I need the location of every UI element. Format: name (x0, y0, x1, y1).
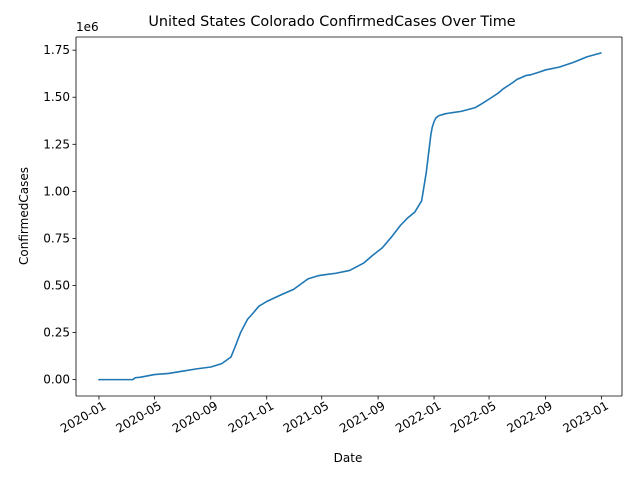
x-tick-label: 2022-05 (448, 398, 498, 435)
y-axis-label: ConfirmedCases (17, 167, 31, 265)
series-line-0 (98, 52, 602, 381)
x-tick-label: 2021-05 (281, 398, 331, 435)
x-tick-label: 2021-01 (226, 398, 276, 435)
y-tick-label: 1.00 (43, 184, 70, 198)
y-tick-label: 1.50 (43, 90, 70, 104)
y-tick-label: 0.00 (43, 373, 70, 387)
x-tick-label: 2023-01 (560, 398, 610, 435)
y-tick-label: 0.25 (43, 326, 70, 340)
x-axis-label: Date (334, 451, 363, 465)
y-tick-label: 0.75 (43, 231, 70, 245)
y-tick-label: 1.75 (43, 43, 70, 57)
y-tick-label: 1.25 (43, 137, 70, 151)
x-axis: 2020-01 2020-05 2020-09 2021-01 2021-05 2021-… (58, 396, 611, 436)
x-tick-label: 2020-09 (170, 398, 220, 435)
series-layer (98, 52, 602, 381)
x-tick-label: 2021-09 (337, 398, 387, 435)
x-tick-label: 2020-05 (113, 398, 163, 435)
y-axis: 0.00 0.25 0.50 0.75 1.00 1.25 1.50 1.75 (43, 43, 76, 387)
plot-area (76, 37, 622, 396)
chart-title: United States Colorado ConfirmedCases Ov… (148, 14, 515, 30)
y-offset-label: 1e6 (76, 20, 99, 34)
y-tick-label: 0.50 (43, 278, 70, 292)
x-tick-label: 2022-09 (504, 398, 554, 435)
x-tick-label: 2022-01 (393, 398, 443, 435)
x-tick-label: 2020-01 (58, 398, 108, 435)
plot-frame (75, 36, 623, 397)
